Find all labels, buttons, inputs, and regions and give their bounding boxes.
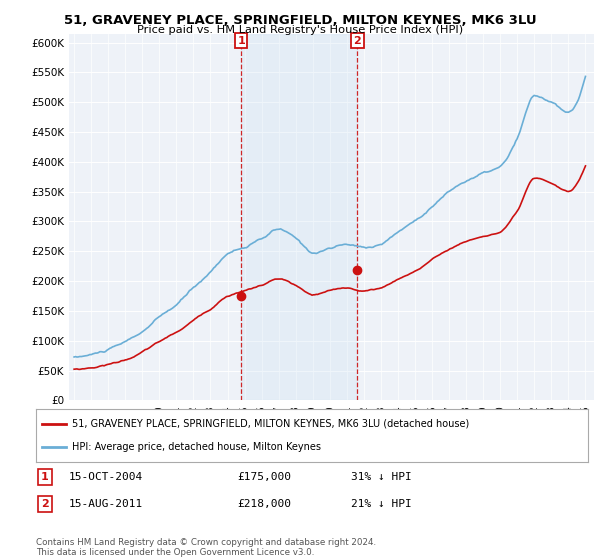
Text: 1: 1 — [41, 472, 49, 482]
Text: Contains HM Land Registry data © Crown copyright and database right 2024.
This d: Contains HM Land Registry data © Crown c… — [36, 538, 376, 557]
Text: 31% ↓ HPI: 31% ↓ HPI — [351, 472, 412, 482]
Text: Price paid vs. HM Land Registry's House Price Index (HPI): Price paid vs. HM Land Registry's House … — [137, 25, 463, 35]
Text: 1: 1 — [237, 36, 245, 46]
Text: 15-OCT-2004: 15-OCT-2004 — [69, 472, 143, 482]
Text: 21% ↓ HPI: 21% ↓ HPI — [351, 499, 412, 509]
Text: 2: 2 — [41, 499, 49, 509]
Text: 51, GRAVENEY PLACE, SPRINGFIELD, MILTON KEYNES, MK6 3LU: 51, GRAVENEY PLACE, SPRINGFIELD, MILTON … — [64, 14, 536, 27]
Text: £218,000: £218,000 — [237, 499, 291, 509]
Text: 15-AUG-2011: 15-AUG-2011 — [69, 499, 143, 509]
Text: £175,000: £175,000 — [237, 472, 291, 482]
Text: 2: 2 — [353, 36, 361, 46]
Bar — [241, 34, 358, 400]
Text: HPI: Average price, detached house, Milton Keynes: HPI: Average price, detached house, Milt… — [72, 442, 321, 452]
Text: 51, GRAVENEY PLACE, SPRINGFIELD, MILTON KEYNES, MK6 3LU (detached house): 51, GRAVENEY PLACE, SPRINGFIELD, MILTON … — [72, 419, 469, 429]
